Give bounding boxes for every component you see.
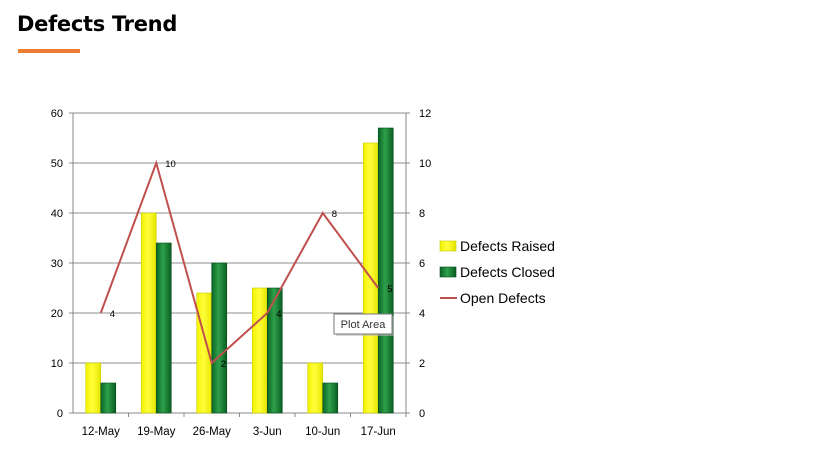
left-axis-tick-label: 60	[51, 108, 63, 120]
bars	[85, 127, 394, 414]
left-axis-tick-label: 30	[51, 258, 63, 270]
legend-swatch-defects-closed	[439, 266, 457, 278]
defects-closed-bar	[155, 242, 172, 414]
x-axis-category-label: 10-Jun	[305, 426, 340, 438]
x-axis-category-label: 17-Jun	[361, 426, 396, 438]
right-axis-tick-label: 0	[419, 408, 425, 420]
defects-raised-bar	[251, 287, 268, 414]
legend-label: Defects Closed	[460, 264, 555, 280]
right-axis-tick-label: 12	[419, 108, 431, 120]
defects-raised-bar	[85, 362, 102, 414]
legend-swatch-defects-raised	[439, 240, 457, 252]
title-underline	[18, 49, 80, 53]
defects-closed-bar	[100, 382, 117, 414]
open-defects-data-label: 8	[332, 209, 337, 220]
open-defects-data-label: 2	[221, 359, 226, 370]
open-defects-line	[99, 159, 380, 365]
x-axis-category-label: 26-May	[193, 426, 232, 438]
tooltip-text: Plot Area	[341, 319, 387, 331]
right-axis-tick-label: 4	[419, 308, 425, 320]
defects-closed-bar	[322, 382, 339, 414]
plot-area-tooltip: Plot Area	[333, 313, 394, 336]
page-title: Defects Trend	[17, 12, 178, 36]
open-defects-data-label: 10	[165, 159, 176, 170]
left-axis-tick-label: 10	[51, 358, 63, 370]
right-axis-tick-label: 8	[419, 208, 425, 220]
left-axis-tick-label: 40	[51, 208, 63, 220]
legend: Defects Raised Defects Closed Open Defects	[439, 238, 555, 306]
data-labels: 4 10 2 4 8 5	[110, 159, 393, 370]
x-axis-category-label: 12-May	[82, 426, 121, 438]
open-defects-data-label: 4	[276, 309, 281, 320]
left-axis-tick-label: 20	[51, 308, 63, 320]
axes: 0 10 20 30 40 50 60 0 2 4 6 8 10 12 12-May 19-May 26-May…	[51, 108, 432, 438]
gridlines	[73, 112, 406, 364]
open-defects-line-path	[99, 159, 380, 365]
right-axis-tick-label: 2	[419, 358, 425, 370]
x-axis-category-label: 19-May	[137, 426, 176, 438]
right-axis-tick-label: 6	[419, 258, 425, 270]
x-axis-category-label: 3-Jun	[253, 426, 282, 438]
defects-closed-bar	[211, 262, 228, 414]
defects-closed-bar	[266, 287, 283, 414]
left-axis-tick-label: 50	[51, 158, 63, 170]
open-defects-data-label: 5	[387, 284, 392, 295]
tooltip-box	[333, 313, 393, 335]
left-axis-tick-label: 0	[57, 408, 63, 420]
legend-label: Open Defects	[460, 290, 546, 306]
open-defects-data-label: 4	[110, 309, 115, 320]
defects-raised-bar	[307, 362, 324, 414]
defects-raised-bar	[140, 212, 157, 414]
legend-label: Defects Raised	[460, 238, 555, 254]
defects-closed-bar	[377, 127, 394, 414]
right-axis-tick-label: 10	[419, 158, 431, 170]
